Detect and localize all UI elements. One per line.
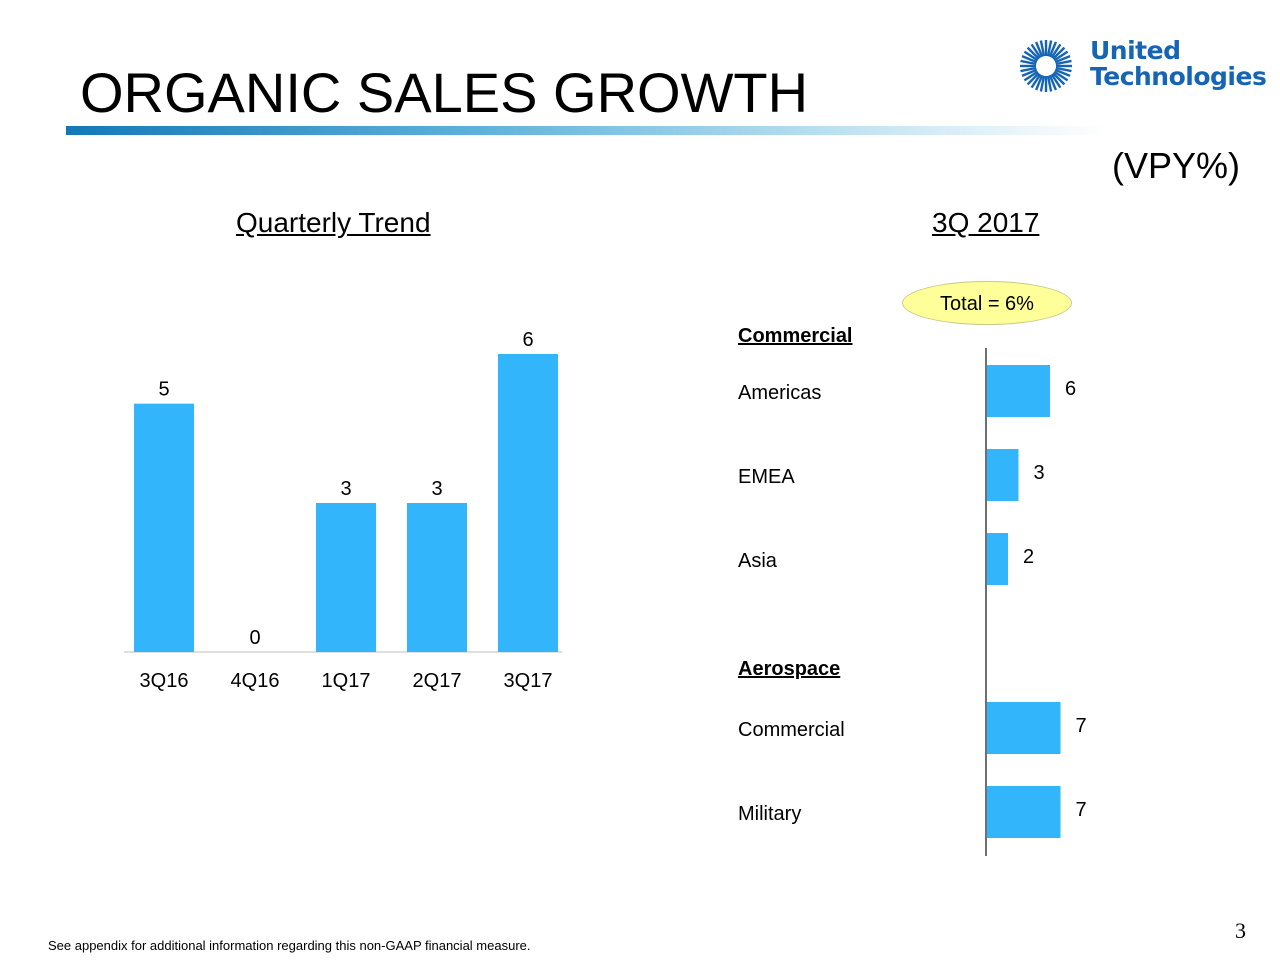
data-label: 2 [1023, 546, 1034, 568]
bar [987, 702, 1061, 754]
logo-ray [1021, 54, 1038, 64]
bar [987, 786, 1061, 838]
company-name-line1: United [1090, 36, 1181, 65]
x-tick-label: 4Q16 [231, 670, 280, 692]
logo-ray [1054, 68, 1071, 78]
logo-ray [1026, 72, 1040, 86]
quarterly-trend-chart: 5 3Q16 0 4Q16 3 1Q17 3 2Q17 6 3Q17 [124, 329, 562, 692]
bar [987, 533, 1008, 585]
category-label: Asia [738, 550, 778, 572]
bar [407, 503, 467, 652]
category-label: Military [738, 803, 801, 825]
page-title: ORGANIC SALES GROWTH [80, 61, 809, 124]
logo-ray [1030, 73, 1042, 89]
logo-ray [1023, 50, 1039, 62]
region-breakdown-chart: Commercial Americas 6 EMEA 3 Asia 2 Aerospace Co… [738, 325, 1087, 856]
logo-ray [1039, 40, 1046, 57]
company-name-line2: Technologies [1090, 62, 1267, 91]
logo-ray [1030, 43, 1042, 59]
page-number: 3 [1235, 918, 1246, 943]
data-label: 3 [431, 478, 442, 500]
data-label: 3 [340, 478, 351, 500]
category-label: Commercial [738, 719, 845, 741]
logo-ray [1052, 46, 1066, 60]
data-label: 7 [1076, 715, 1087, 737]
logo-ray [1034, 41, 1044, 58]
logo-ray [1023, 70, 1039, 82]
group-header: Aerospace [738, 658, 840, 680]
group-header: Commercial [738, 325, 853, 347]
logo-ray [1020, 66, 1037, 73]
logo-ray [1054, 54, 1071, 64]
company-name: United Technologies [1090, 36, 1267, 91]
logo-ray [1021, 68, 1038, 78]
x-tick-label: 3Q16 [140, 670, 189, 692]
x-tick-label: 2Q17 [413, 670, 462, 692]
category-label: Americas [738, 382, 821, 404]
bar [134, 403, 194, 652]
logo-ray [1034, 74, 1044, 91]
x-tick-label: 3Q17 [504, 670, 553, 692]
bar [498, 354, 558, 652]
logo-ray [1055, 66, 1072, 73]
x-tick-label: 1Q17 [322, 670, 371, 692]
logo-ray [1026, 46, 1040, 60]
logo-ray [1039, 75, 1046, 92]
logo-ray [1046, 40, 1053, 57]
bar [316, 503, 376, 652]
bar [987, 449, 1019, 501]
logo-ray [1020, 59, 1037, 66]
logo-ray [1055, 59, 1072, 66]
data-label: 3 [1034, 462, 1045, 484]
ut-sunburst-logo-icon [1020, 40, 1072, 92]
unit-label: (VPY%) [1111, 145, 1240, 186]
logo-ray [1053, 70, 1069, 82]
logo-ray [1053, 50, 1069, 62]
logo-ray [1046, 75, 1053, 92]
logo-ray [1048, 74, 1058, 91]
data-label: 7 [1076, 799, 1087, 821]
title-underline [66, 126, 1106, 135]
company-logo [1016, 36, 1248, 96]
quarterly-trend-title: Quarterly Trend [236, 207, 431, 238]
category-label: EMEA [738, 466, 795, 488]
logo-ray [1050, 73, 1062, 89]
total-badge: Total = 6% [902, 281, 1072, 325]
data-label: 5 [158, 379, 169, 401]
data-label: 6 [1065, 378, 1076, 400]
bar [987, 365, 1050, 417]
data-label: 0 [249, 627, 260, 649]
q3-2017-title: 3Q 2017 [932, 207, 1040, 238]
data-label: 6 [522, 329, 533, 351]
logo-ray [1050, 43, 1062, 59]
footnote: See appendix for additional information … [48, 938, 531, 953]
logo-center [1037, 57, 1055, 75]
logo-ray [1048, 41, 1058, 58]
logo-ray [1052, 72, 1066, 86]
